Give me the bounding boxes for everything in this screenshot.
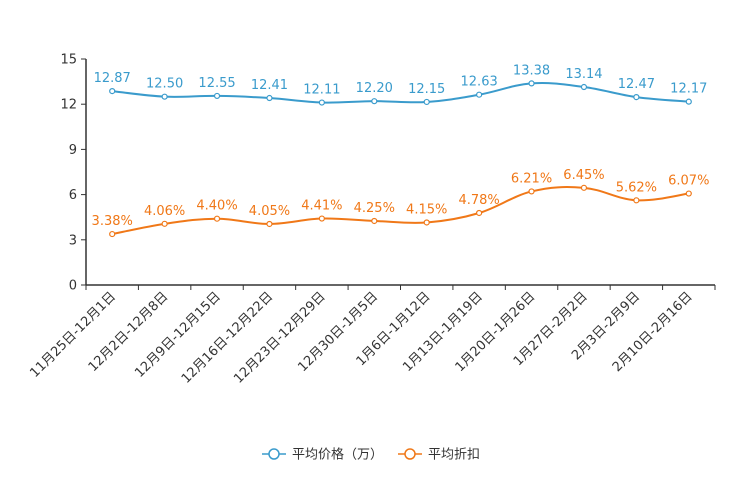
data-point[interactable] — [371, 217, 378, 225]
data-label: 12.55 — [198, 76, 235, 91]
data-point[interactable] — [476, 209, 483, 217]
data-point[interactable] — [109, 87, 116, 95]
x-tick-label: 11月25日-12月1日 — [27, 289, 119, 381]
data-label: 4.05% — [249, 204, 290, 219]
data-point[interactable] — [685, 190, 692, 197]
data-label: 4.78% — [458, 193, 499, 208]
data-label: 12.17 — [670, 82, 707, 97]
data-point[interactable] — [161, 93, 168, 100]
data-point[interactable] — [266, 220, 273, 228]
y-tick-label: 3 — [69, 233, 77, 248]
data-label: 6.45% — [563, 168, 604, 183]
data-point[interactable] — [161, 220, 168, 227]
data-label: 6.21% — [511, 171, 552, 186]
data-label: 4.40% — [196, 199, 237, 214]
data-labels: 12.87 12.50 12.55 12.41 12.11 12.20 12.15 12.63… — [92, 63, 710, 229]
legend-marker-icon — [404, 448, 416, 460]
data-label: 12.50 — [146, 77, 183, 92]
data-label: 6.07% — [668, 174, 709, 189]
data-label: 12.15 — [408, 82, 445, 97]
data-point[interactable] — [580, 83, 588, 91]
data-label: 12.87 — [94, 71, 131, 86]
data-label: 3.38% — [92, 214, 133, 229]
y-tick-label: 9 — [69, 143, 77, 158]
data-point[interactable] — [318, 99, 325, 106]
legend-marker-icon — [268, 448, 280, 460]
data-point[interactable] — [109, 230, 116, 238]
data-label: 12.41 — [251, 78, 288, 93]
data-point[interactable] — [371, 98, 378, 105]
y-tick-label: 15 — [60, 53, 77, 68]
y-tick-label: 0 — [69, 279, 77, 294]
series-lines — [109, 80, 692, 238]
data-label: 12.47 — [618, 77, 655, 92]
data-label: 4.15% — [406, 202, 447, 217]
data-point[interactable] — [423, 219, 430, 226]
data-label: 12.11 — [303, 83, 340, 98]
data-point[interactable] — [318, 215, 325, 222]
data-label: 5.62% — [616, 180, 657, 195]
data-point[interactable] — [580, 184, 588, 191]
x-tick-label: 12月23日-12月29日 — [231, 289, 328, 386]
data-point[interactable] — [423, 98, 430, 106]
data-label: 12.63 — [461, 75, 498, 90]
y-tick-label: 12 — [60, 98, 77, 113]
data-point[interactable] — [685, 98, 692, 105]
data-point[interactable] — [633, 197, 640, 204]
legend[interactable]: 平均价格（万） 平均折扣 — [262, 447, 480, 463]
data-point[interactable] — [213, 92, 221, 100]
series-line-1 — [112, 186, 689, 236]
data-point[interactable] — [528, 188, 535, 195]
legend-item-1[interactable]: 平均折扣 — [398, 448, 480, 463]
data-point[interactable] — [266, 94, 273, 102]
y-tick-label: 6 — [69, 188, 77, 203]
data-label: 4.06% — [144, 204, 185, 219]
series-line-0 — [112, 82, 689, 104]
x-tick-label: 12月16日-12月22日 — [179, 289, 276, 386]
data-label: 4.41% — [301, 199, 342, 214]
data-point[interactable] — [633, 94, 640, 101]
legend-label: 平均价格（万） — [292, 447, 383, 463]
legend-item-0[interactable]: 平均价格（万） — [262, 447, 383, 463]
legend-label: 平均折扣 — [428, 448, 480, 463]
data-label: 13.38 — [513, 63, 550, 78]
data-label: 12.20 — [356, 81, 393, 96]
data-label: 13.14 — [565, 67, 602, 82]
data-point[interactable] — [476, 91, 483, 98]
data-label: 4.25% — [354, 201, 395, 216]
data-point[interactable] — [528, 80, 535, 87]
data-point[interactable] — [213, 215, 221, 222]
